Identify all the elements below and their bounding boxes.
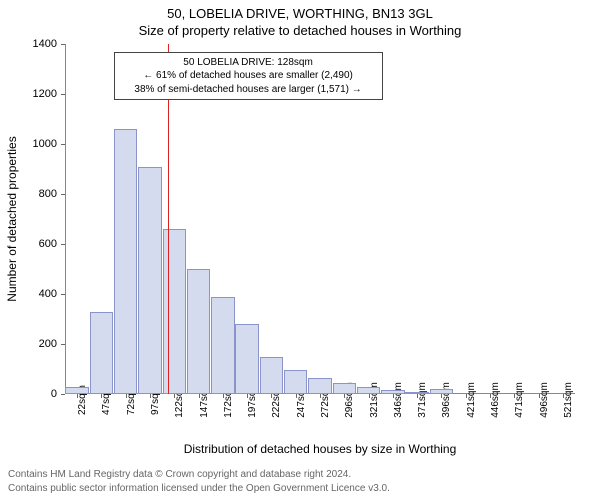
annotation-line1: 50 LOBELIA DRIVE: 128sqm — [121, 56, 376, 70]
x-tick-label: 471sqm — [514, 382, 525, 418]
y-tick-label: 800 — [39, 188, 57, 200]
chart-title-line2: Size of property relative to detached ho… — [0, 23, 600, 38]
x-tick-mark — [296, 394, 297, 398]
y-tick-label: 400 — [39, 288, 57, 300]
y-tick-mark — [61, 44, 65, 45]
chart-container: 50, LOBELIA DRIVE, WORTHING, BN13 3GL Si… — [0, 0, 600, 500]
y-axis-label: Number of detached properties — [5, 136, 19, 301]
x-tick-mark — [271, 394, 272, 398]
y-axis-line — [65, 44, 66, 394]
histogram-bar — [211, 297, 234, 395]
x-tick-mark — [563, 394, 564, 398]
x-tick-mark — [393, 394, 394, 398]
y-tick-mark — [61, 144, 65, 145]
x-tick-mark — [320, 394, 321, 398]
histogram-bar — [260, 357, 283, 395]
x-tick-mark — [514, 394, 515, 398]
annotation-line3: 38% of semi-detached houses are larger (… — [121, 83, 376, 97]
y-tick-mark — [61, 94, 65, 95]
histogram-bar — [381, 390, 404, 395]
x-tick-mark — [199, 394, 200, 398]
y-tick-mark — [61, 344, 65, 345]
histogram-bar — [114, 129, 137, 394]
x-tick-label: 446sqm — [490, 382, 501, 418]
x-tick-mark — [417, 394, 418, 398]
histogram-bar — [308, 378, 331, 394]
y-tick-mark — [61, 244, 65, 245]
histogram-bar — [90, 312, 113, 395]
plot-area: 020040060080010001200140022sqm47sqm72sqm… — [65, 44, 575, 394]
x-tick-mark — [369, 394, 370, 398]
histogram-bar — [405, 392, 428, 394]
histogram-bar — [187, 269, 210, 394]
chart-title-line1: 50, LOBELIA DRIVE, WORTHING, BN13 3GL — [0, 6, 600, 21]
x-tick-mark — [77, 394, 78, 398]
x-tick-label: 421sqm — [466, 382, 477, 418]
y-tick-mark — [61, 194, 65, 195]
x-tick-mark — [490, 394, 491, 398]
x-tick-mark — [126, 394, 127, 398]
y-tick-mark — [61, 394, 65, 395]
x-tick-mark — [223, 394, 224, 398]
histogram-bar — [235, 324, 258, 394]
y-tick-label: 0 — [51, 388, 57, 400]
x-tick-label: 521sqm — [563, 382, 574, 418]
x-tick-mark — [539, 394, 540, 398]
x-tick-mark — [247, 394, 248, 398]
footer-line1: Contains HM Land Registry data © Crown c… — [8, 469, 351, 480]
annotation-box: 50 LOBELIA DRIVE: 128sqm← 61% of detache… — [114, 52, 383, 101]
x-tick-mark — [441, 394, 442, 398]
x-tick-mark — [174, 394, 175, 398]
histogram-bar — [333, 383, 356, 394]
x-tick-mark — [344, 394, 345, 398]
y-tick-label: 1200 — [33, 88, 57, 100]
x-tick-label: 371sqm — [417, 382, 428, 418]
x-tick-mark — [466, 394, 467, 398]
y-tick-label: 600 — [39, 238, 57, 250]
y-tick-label: 1000 — [33, 138, 57, 150]
annotation-line2: ← 61% of detached houses are smaller (2,… — [121, 69, 376, 83]
y-tick-mark — [61, 294, 65, 295]
histogram-bar — [357, 387, 380, 394]
histogram-bar — [163, 229, 186, 394]
y-tick-label: 200 — [39, 338, 57, 350]
histogram-bar — [138, 167, 161, 395]
x-tick-label: 496sqm — [539, 382, 550, 418]
histogram-bar — [284, 370, 307, 394]
histogram-bar — [430, 389, 453, 395]
x-tick-label: 346sqm — [393, 382, 404, 418]
y-tick-label: 1400 — [33, 38, 57, 50]
x-axis-label: Distribution of detached houses by size … — [65, 442, 575, 456]
x-tick-mark — [150, 394, 151, 398]
x-tick-mark — [101, 394, 102, 398]
footer-line2: Contains public sector information licen… — [8, 483, 390, 494]
histogram-bar — [65, 387, 88, 395]
